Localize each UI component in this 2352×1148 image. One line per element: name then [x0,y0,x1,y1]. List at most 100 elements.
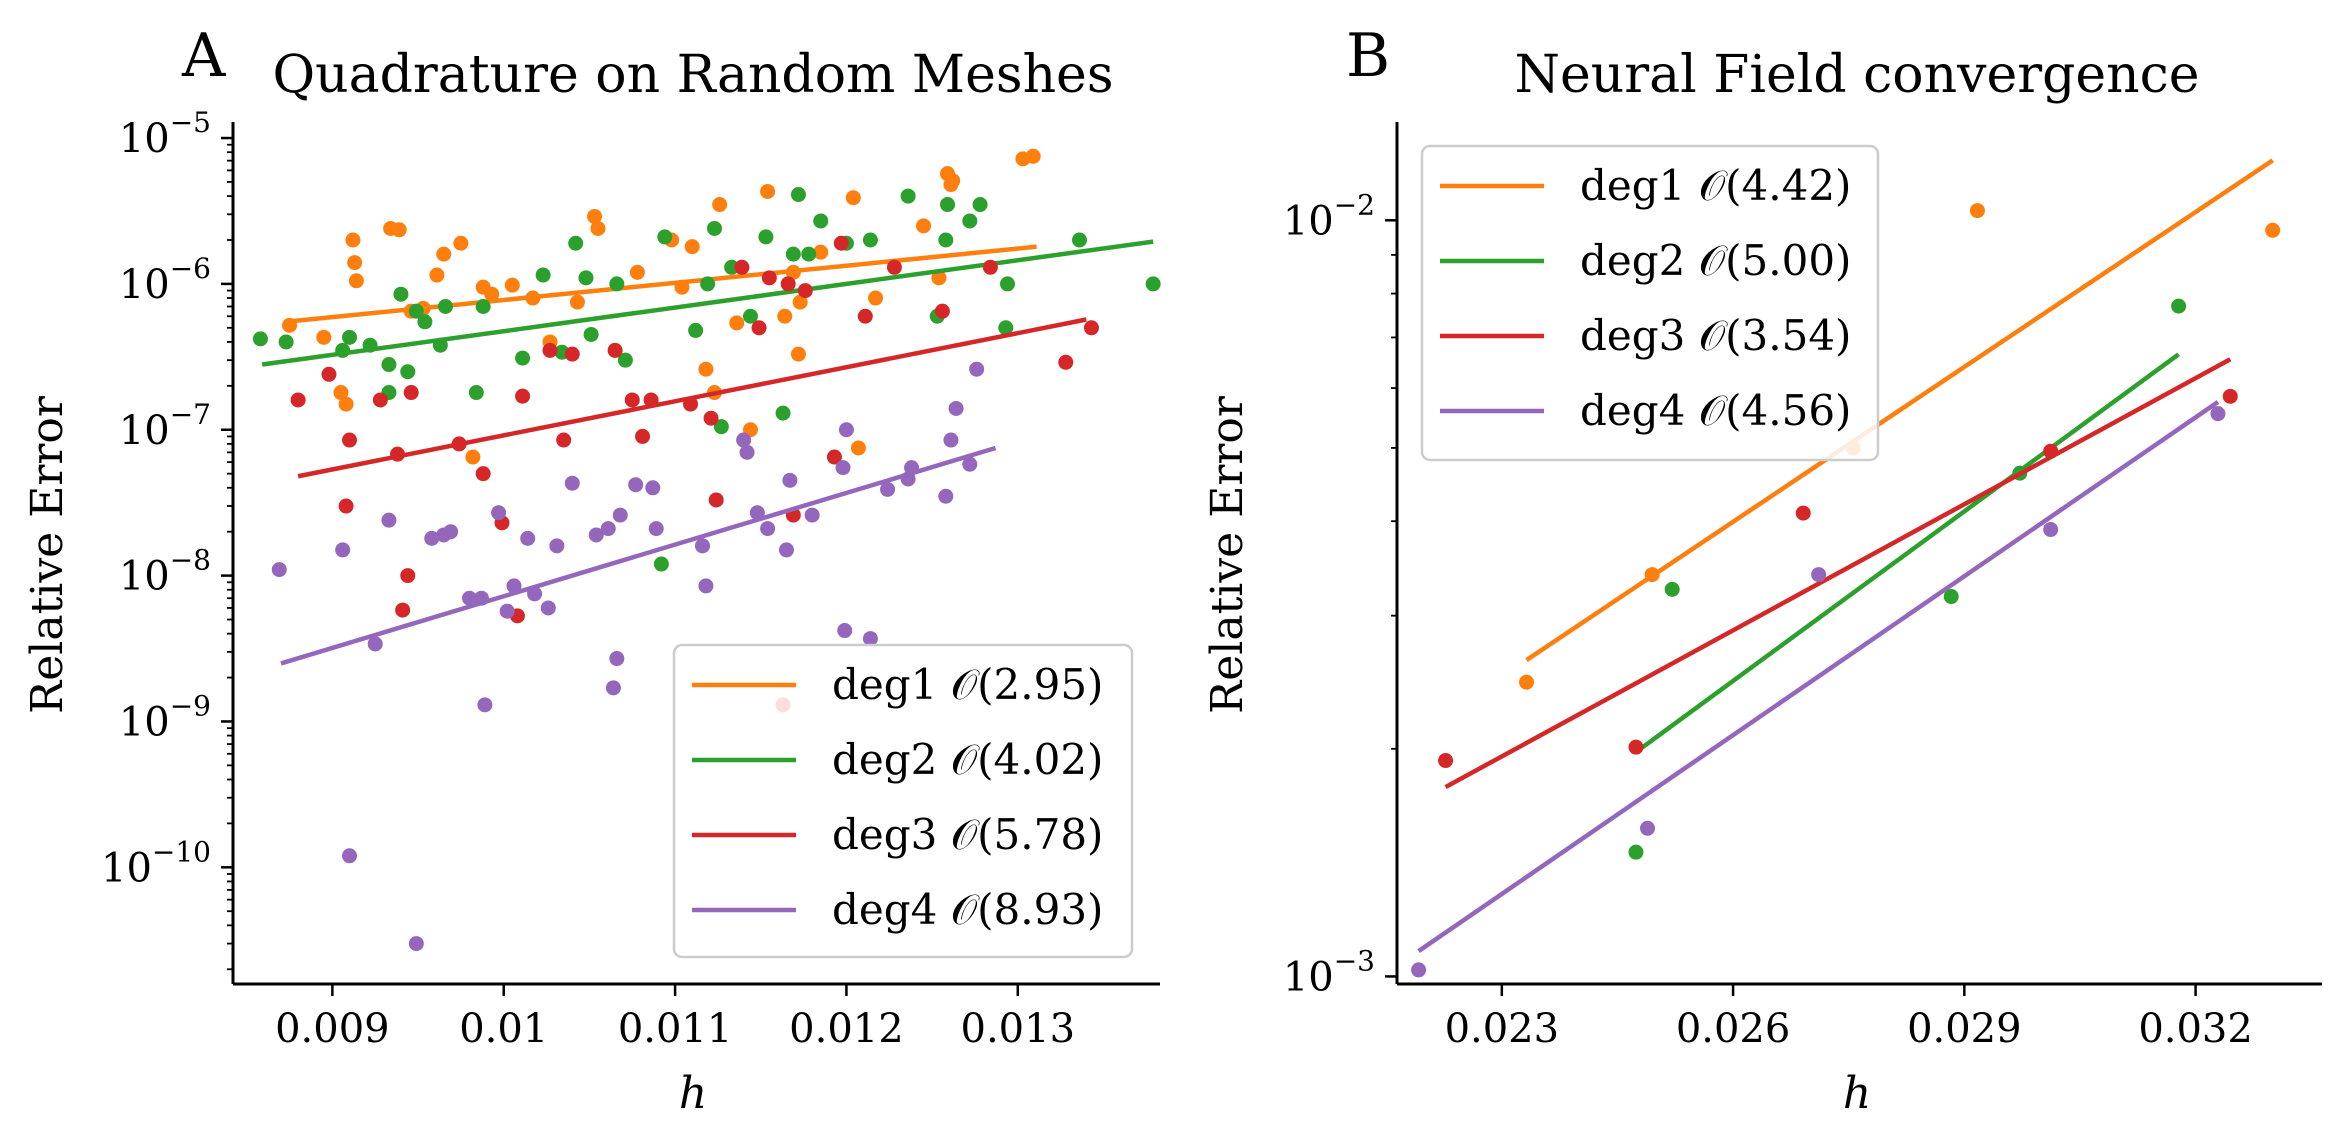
panel-a-deg2-point [706,220,722,236]
panel-a-deg2-point [801,246,817,262]
panel-b-y-axis-label: Relative Error [1202,395,1253,714]
panel-a-deg2-point [900,188,916,204]
panel-b-deg4-point [1640,820,1656,836]
panel-a-deg1-point [525,290,541,306]
panel-a-deg4-point [900,471,916,487]
panel-b-title: Neural Field convergence [1514,45,2199,105]
panel-a-y-ticks: 10−10 10−9 10−8 10−7 10−6 10−5 [101,106,233,971]
panel-a-deg3-point [321,366,337,382]
panel-a-deg4-point [736,432,752,448]
panel-a-deg4-point [904,460,920,476]
panel-b-deg4-point [1811,567,1827,583]
panel-a-deg4-point [381,512,397,528]
legend-deg3-label: deg3 𝒪(5.78) [832,810,1103,859]
panel-a-deg2-point [609,276,625,292]
panel-a-deg2-point [535,267,551,283]
panel-b-letter: B [1346,21,1390,91]
panel-a-deg4-point [271,562,287,578]
panel-a-deg4-point [804,507,820,523]
panel-a-deg2-point [688,322,704,338]
panel-b-deg2-point [2171,298,2187,314]
panel-a-deg4-point [600,521,616,537]
panel-b-y-ticks: 10−3 10−2 [1283,188,1397,1000]
panel-b-deg2-point [1664,581,1680,597]
y-tick-label: 10−3 [1283,944,1375,1000]
panel-a-deg4-point [408,936,424,952]
panel-a-deg4-point [564,475,580,491]
panel-a-deg1-point [590,220,606,236]
panel-a-deg2-fit-line [261,239,1154,367]
panel-a-deg3-point [857,308,873,324]
panel-a-deg4-point [549,538,565,554]
panel-a-deg3-point [342,432,358,448]
panel-a-deg3-point [372,392,388,408]
legend-deg1-label: deg1 𝒪(4.42) [1580,161,1851,210]
panel-a-deg4-point [645,480,661,496]
panel-a-plot-area [252,148,1161,952]
panel-a-deg4-point [506,578,522,594]
panel-a-deg2-point [1071,232,1087,248]
panel-a-deg3-point [290,392,306,408]
panel-a-y-axis-label: Relative Error [22,395,73,714]
panel-a-deg3-point [338,498,354,514]
panel-a-deg4-point [520,530,536,546]
panel-a-deg4-point [473,590,489,606]
panel-a-deg1-point [465,449,481,465]
panel-a-deg2-point [432,337,448,353]
panel-a-deg4-point [609,651,625,667]
panel-a-deg1-point [712,197,728,213]
panel-a-x-ticks: 0.009 0.01 0.011 0.012 0.013 [275,984,1075,1052]
panel-a-deg1-point [453,235,469,251]
panel-a-deg3-point [1083,320,1099,336]
panel-a-deg1-point [698,361,714,377]
panel-a-deg2-point [468,385,484,401]
y-tick-label: 10−6 [119,252,211,308]
panel-a-deg4-point [540,600,556,616]
panel-b-deg4-fit-line [1417,400,2220,954]
panel-a-deg3-point [982,259,998,275]
panel-a-deg2-point [578,270,594,286]
y-tick-label: 10−7 [119,398,211,454]
panel-a-deg4-point [335,542,351,558]
panel-a-deg4-point [880,481,896,497]
panel-a-deg3-point [542,342,558,358]
panel-a-deg1-point [391,222,407,238]
panel-a-deg2-point [252,331,268,347]
x-tick-label: 0.023 [1445,1006,1560,1052]
panel-a-deg4-point [443,524,459,540]
panel-a-deg4-point [969,361,985,377]
panel-b-deg1-point [1519,674,1534,690]
panel-a-deg2-point [657,229,673,245]
panel-a-deg3-point [833,235,849,251]
panel-a-deg2-point [278,334,294,350]
y-tick-label: 10−8 [119,544,211,600]
panel-a-deg3-point [708,492,724,508]
legend-deg2-label: deg2 𝒪(5.00) [1580,236,1851,285]
panel-b-deg3-point [2222,388,2238,404]
panel-a-deg3-point [934,303,950,319]
panel-a-deg2-point [335,342,351,358]
panel-a-deg3-point [826,449,842,465]
panel-a-deg1-point [845,190,861,206]
panel-a-deg1-point [429,267,445,283]
panel-a-deg2-point [381,357,397,373]
panel-a-deg2-point [813,213,829,229]
panel-a-deg4-point [367,636,383,652]
panel-a-deg2-point [790,187,806,203]
panel-a-legend: deg1 𝒪(2.95) deg2 𝒪(4.02) deg3 𝒪(5.78) deg4… [672,643,1134,959]
panel-a-deg3-point [734,259,750,275]
panel-a-deg3-point [1058,354,1074,370]
y-tick-label: 10−2 [1283,188,1375,244]
panel-a-deg4-point [938,488,954,504]
panel-b-deg3-point [1438,753,1454,769]
panel-a-deg3-point [607,342,623,358]
panel-a-deg1-point [484,286,500,302]
panel-a-deg3-point [751,320,767,336]
panel-a-deg1-point [504,277,520,293]
panel-a-deg4-point [612,507,628,523]
panel-a-deg3-point [683,396,699,412]
panel-a-deg2-point [417,314,433,330]
x-tick-label: 0.012 [789,1006,904,1052]
panel-b-x-axis-label: h [1843,1068,1871,1119]
panel-a-deg1-point [850,440,866,456]
